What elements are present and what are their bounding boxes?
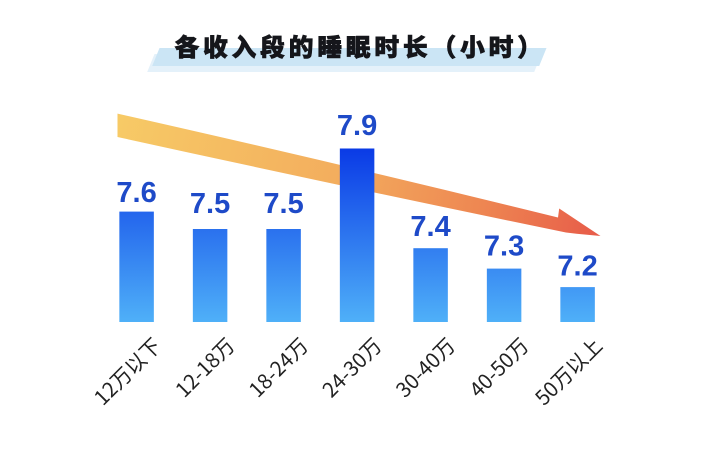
svg-text:7.5: 7.5 [190, 188, 230, 220]
svg-text:7.3: 7.3 [484, 231, 524, 263]
svg-text:7.5: 7.5 [263, 188, 303, 220]
svg-text:7.9: 7.9 [337, 110, 377, 142]
svg-text:7.4: 7.4 [410, 211, 450, 243]
svg-text:7.6: 7.6 [116, 177, 156, 209]
svg-text:7.2: 7.2 [557, 250, 597, 282]
